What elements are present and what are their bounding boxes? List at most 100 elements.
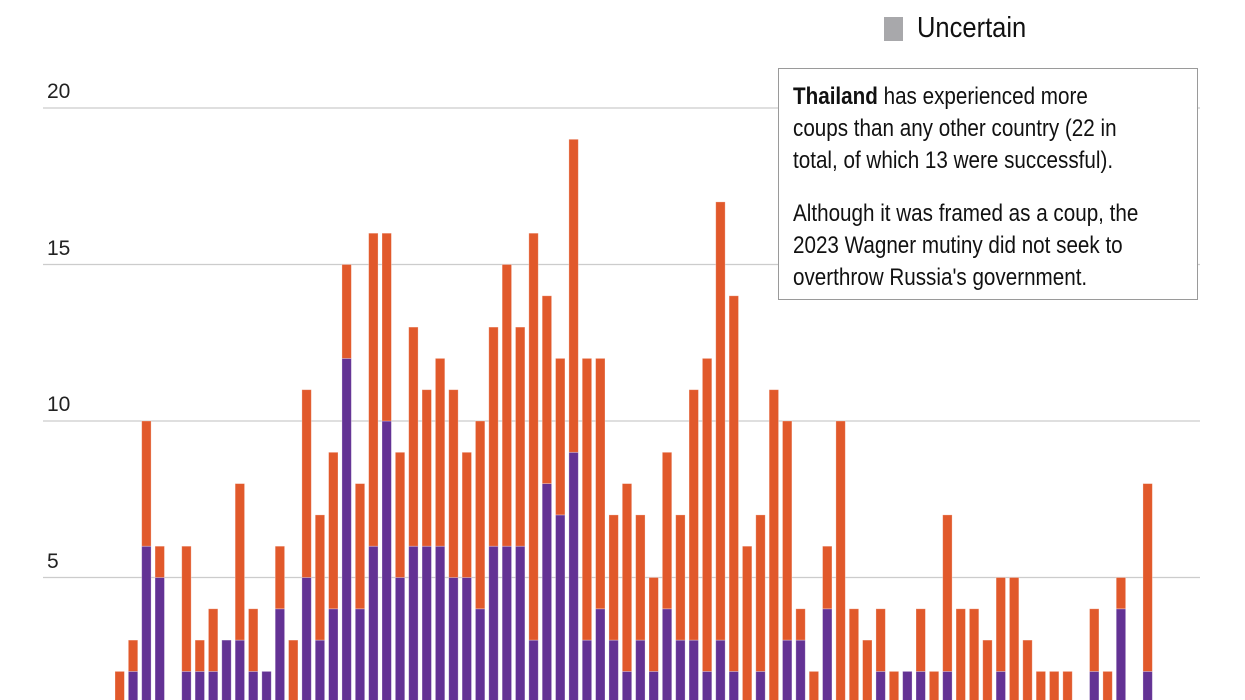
bar-segment-series-1	[368, 545, 379, 700]
bar-segment-series-1	[475, 608, 486, 700]
bar-segment-series-1	[141, 545, 152, 700]
bar-segment-series-1	[314, 639, 326, 700]
bar-segment-series-1	[394, 577, 406, 700]
bar-segment-series-1	[234, 639, 245, 700]
bar-segment-series-2	[475, 420, 486, 610]
bar-segment-series-1	[782, 639, 793, 700]
bar-segment-series-2	[1089, 608, 1100, 672]
bar-segment-series-2	[555, 357, 566, 516]
bar-segment-series-2	[675, 514, 686, 641]
bar-segment-series-1	[421, 545, 432, 700]
bar-segment-series-1	[221, 639, 232, 700]
bar-segment-series-1	[181, 671, 192, 700]
bar-segment-series-1	[1142, 671, 1153, 700]
annotation-line: 2023 Wagner mutiny did not seek to	[793, 232, 1123, 259]
bar-segment-series-1	[448, 577, 459, 700]
bar-segment-series-1	[608, 639, 619, 700]
bar-segment-series-1	[942, 671, 953, 700]
bar-segment-series-2	[381, 232, 392, 422]
annotation-line: overthrow Russia's government.	[793, 264, 1088, 291]
bar-segment-series-2	[1035, 671, 1046, 700]
bar-segment-series-2	[394, 451, 406, 578]
bar-segment-series-2	[1009, 577, 1020, 700]
bar-segment-series-2	[928, 671, 940, 700]
bar-segment-series-1	[995, 671, 1006, 700]
bar-segment-series-1	[795, 639, 806, 700]
bar-segment-series-1	[274, 608, 286, 700]
bar-segment-series-2	[715, 201, 726, 641]
bar-segment-series-2	[408, 326, 419, 547]
bar-segment-series-2	[728, 295, 739, 672]
bar-segment-series-2	[181, 545, 192, 672]
bar-segment-series-1	[728, 671, 739, 700]
bar-segment-series-1	[555, 514, 566, 700]
bar-segment-series-1	[822, 608, 833, 700]
bar-segment-series-2	[1142, 483, 1153, 672]
bar-segment-series-2	[635, 514, 646, 641]
annotation-line: Although it was framed as a coup, the	[793, 200, 1139, 227]
bar-segment-series-2	[234, 483, 245, 641]
bar-segment-series-2	[1062, 671, 1073, 700]
bar-segment-series-2	[688, 389, 699, 641]
bar-segment-series-1	[328, 608, 339, 700]
bar-segment-series-2	[888, 671, 900, 700]
bar-segment-series-1	[501, 545, 512, 700]
bar-segment-series-2	[955, 608, 966, 700]
bar-segment-series-1	[648, 671, 659, 700]
bar-segment-series-1	[261, 671, 272, 700]
bar-segment-series-2	[528, 232, 539, 641]
bar-segment-series-2	[969, 608, 980, 700]
bar-segment-series-2	[328, 451, 339, 610]
bar-segment-series-2	[314, 514, 326, 641]
bar-segment-series-2	[208, 608, 219, 672]
bar-segment-series-1	[341, 357, 352, 700]
bar-segment-series-2	[448, 389, 459, 578]
bar-segment-series-2	[742, 545, 753, 700]
bar-segment-series-2	[434, 357, 446, 547]
bar-segment-series-1	[675, 639, 686, 700]
bar-segment-series-2	[1102, 671, 1113, 700]
bar-segment-series-2	[648, 577, 659, 672]
bar-segment-series-1	[1089, 671, 1100, 700]
bar-segment-series-2	[127, 639, 139, 672]
bar-segment-series-1	[208, 671, 219, 700]
y-tick-label: 15	[47, 236, 71, 260]
bar-segment-series-1	[568, 451, 579, 700]
bar-segment-series-1	[515, 545, 526, 700]
bar-segment-series-1	[248, 671, 259, 700]
bar-segment-series-2	[782, 420, 793, 641]
bar-segment-series-2	[795, 608, 806, 641]
bar-segment-series-2	[702, 357, 713, 672]
bar-segment-series-2	[461, 451, 472, 578]
bar-segment-series-2	[982, 639, 993, 700]
annotation-line: coups than any other country (22 in	[793, 115, 1117, 142]
bar-segment-series-2	[141, 420, 152, 547]
bar-segment-series-2	[621, 483, 633, 672]
bar-segment-series-1	[702, 671, 713, 700]
bar-segment-series-2	[1115, 577, 1127, 610]
y-tick-label: 10	[47, 393, 71, 416]
y-tick-label: 5	[47, 549, 59, 573]
bar-segment-series-2	[595, 357, 606, 610]
annotation-text: has experienced more	[877, 83, 1088, 110]
bar-segment-series-1	[194, 671, 205, 700]
bar-segment-series-1	[154, 577, 165, 700]
legend-item-uncertain: Uncertain	[884, 12, 1041, 45]
legend-swatch-uncertain	[884, 16, 903, 41]
annotation-box: Thailand has experienced more coups than…	[778, 68, 1198, 300]
bar-segment-series-2	[755, 514, 766, 672]
bar-segment-series-2	[1022, 639, 1033, 700]
bar-segment-series-2	[341, 264, 352, 359]
bar-segment-series-1	[595, 608, 606, 700]
bar-segment-series-1	[461, 577, 472, 700]
bar-segment-series-1	[434, 545, 446, 700]
legend-label-uncertain: Uncertain	[917, 12, 1027, 44]
bar-segment-series-2	[541, 295, 553, 484]
bar-segment-series-1	[915, 671, 926, 700]
bar-segment-series-1	[488, 545, 499, 700]
bar-segment-series-2	[114, 671, 125, 700]
bar-segment-series-2	[515, 326, 526, 547]
bar-segment-series-1	[301, 577, 312, 700]
bar-segment-series-1	[755, 671, 766, 700]
